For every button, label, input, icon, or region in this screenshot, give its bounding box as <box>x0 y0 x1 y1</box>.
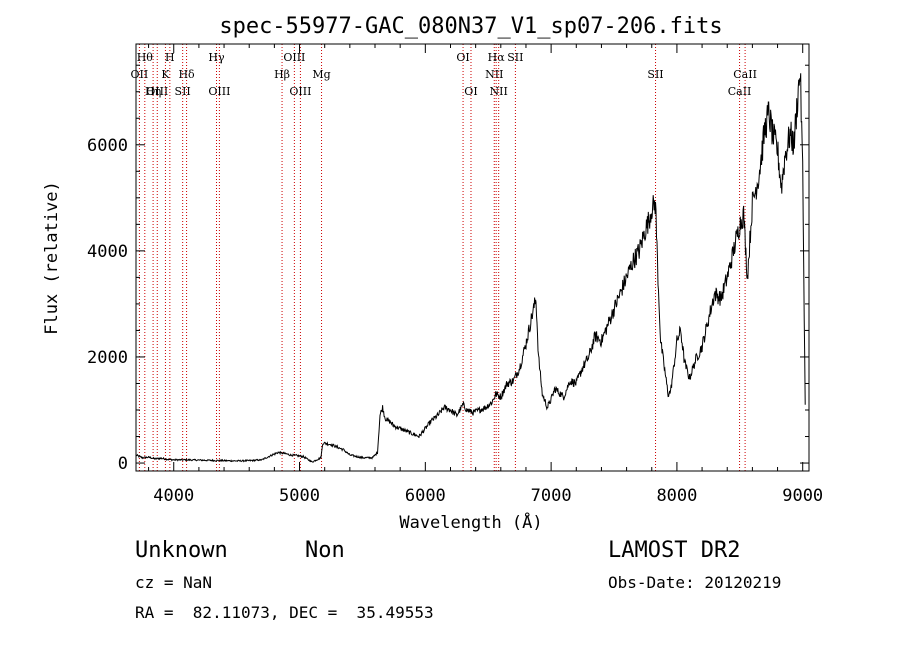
survey-label: LAMOST DR2 <box>608 538 741 563</box>
line-label-22: CaII <box>733 68 757 81</box>
line-label-1: Hθ <box>137 51 154 64</box>
x-tick-label-5: 9000 <box>782 486 823 506</box>
line-label-10: Hβ <box>274 68 290 81</box>
chart-title: spec-55977-GAC_080N37_V1_sp07-206.fits <box>219 14 722 39</box>
x-tick-label-3: 7000 <box>531 486 572 506</box>
subclass-label: Non <box>305 538 345 563</box>
y-tick-label-0: 0 <box>118 454 128 474</box>
line-label-6: SII <box>175 85 191 98</box>
y-tick-label-2: 4000 <box>87 242 128 262</box>
cz-text: cz = NaN <box>135 573 213 592</box>
line-label-0: OII <box>131 68 149 81</box>
line-label-8: Hγ <box>208 51 225 64</box>
line-label-17: Hα <box>488 51 506 64</box>
emission-line-markers: OIIHθHηOIIIKHSIIHδHγOIIIHβOIIIOIIIMgOIOI… <box>131 44 757 471</box>
y-axis-label: Flux (relative) <box>42 181 62 335</box>
x-axis-label: Wavelength (Å) <box>399 511 542 533</box>
x-tick-label-4: 8000 <box>656 486 697 506</box>
line-label-12: OIII <box>289 85 311 98</box>
line-label-19: SII <box>507 51 523 64</box>
line-label-9: OIII <box>208 85 230 98</box>
x-tick-label-0: 4000 <box>153 486 194 506</box>
obs-date-text: Obs-Date: 20120219 <box>608 573 782 592</box>
y-tick-label-1: 2000 <box>87 348 128 368</box>
y-tick-label-3: 6000 <box>87 136 128 156</box>
line-label-5: H <box>165 51 175 64</box>
x-tick-label-1: 5000 <box>279 486 320 506</box>
coordinates-text: RA = 82.11073, DEC = 35.49553 <box>135 603 434 622</box>
line-label-3: OIII <box>146 85 168 98</box>
line-label-18: NII <box>490 85 508 98</box>
line-label-7: Hδ <box>178 68 195 81</box>
line-label-21: CaII <box>728 85 752 98</box>
plot-frame <box>135 43 810 472</box>
line-label-13: Mg <box>312 68 330 81</box>
line-label-20: SII <box>647 68 663 81</box>
line-label-15: OI <box>464 85 477 98</box>
line-label-16: NII <box>485 68 503 81</box>
spectrum-series <box>135 73 806 463</box>
line-label-4: K <box>161 68 170 81</box>
spectrum-line-0 <box>135 73 806 463</box>
line-label-2: Hη <box>145 85 161 98</box>
class-label: Unknown <box>135 538 228 563</box>
axis-ticks: 4000 5000 6000 7000 8000 9000 0 2000 4000 6000 <box>87 44 823 506</box>
line-label-11: OIII <box>283 51 305 64</box>
line-label-14: OI <box>456 51 469 64</box>
x-tick-label-2: 6000 <box>405 486 446 506</box>
